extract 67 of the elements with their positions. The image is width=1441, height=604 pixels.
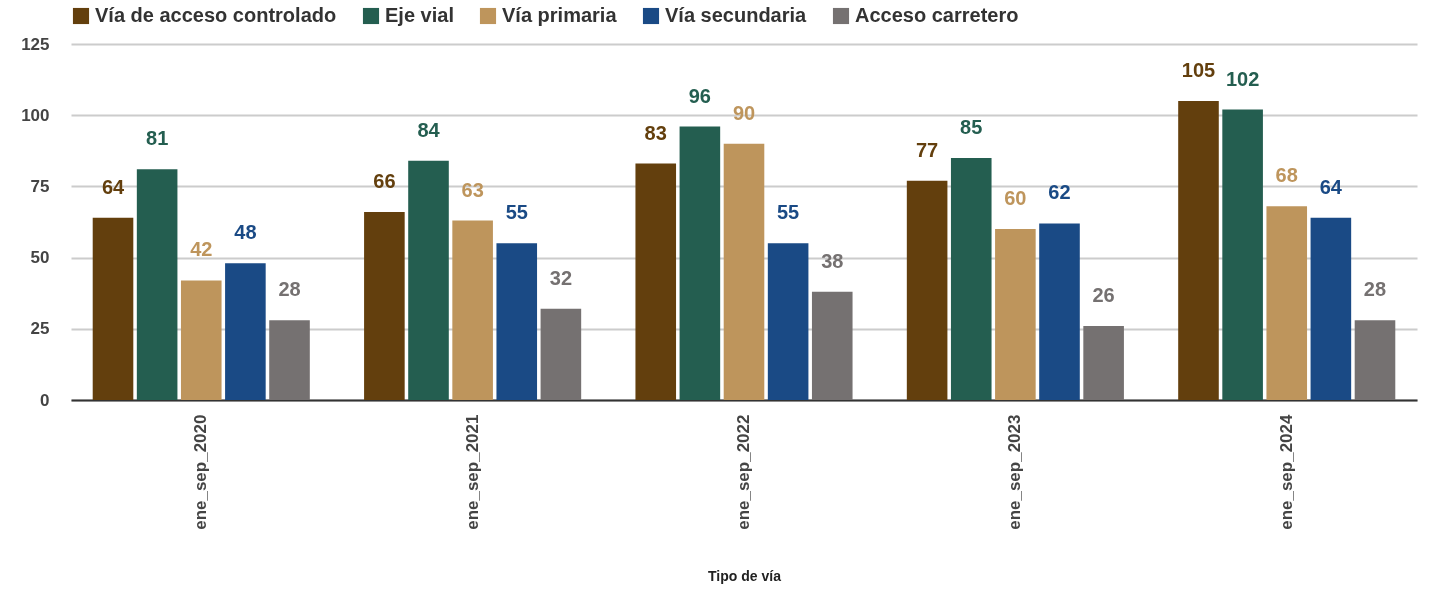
bar bbox=[950, 157, 992, 400]
y-tick-label: 125 bbox=[21, 34, 50, 54]
data-label: 28 bbox=[1363, 278, 1387, 301]
x-tick-label: ene_sep_2022 bbox=[734, 414, 753, 530]
data-label: 60 bbox=[1004, 187, 1027, 210]
y-tick-label: 75 bbox=[30, 176, 50, 196]
data-label: 55 bbox=[505, 201, 528, 224]
data-label: 102 bbox=[1225, 67, 1260, 90]
bar bbox=[1354, 320, 1396, 400]
data-label: 66 bbox=[373, 170, 396, 193]
data-label: 32 bbox=[549, 266, 572, 289]
data-label: 63 bbox=[461, 178, 484, 201]
data-label: 90 bbox=[732, 101, 756, 124]
bar bbox=[496, 243, 538, 400]
data-label: 85 bbox=[960, 115, 983, 138]
bar bbox=[723, 143, 765, 400]
data-label: 42 bbox=[190, 238, 213, 261]
y-tick-label: 100 bbox=[21, 105, 50, 125]
data-label: 62 bbox=[1048, 181, 1071, 204]
data-label: 84 bbox=[417, 118, 441, 141]
bar bbox=[1178, 100, 1219, 400]
bar bbox=[1266, 206, 1308, 400]
legend-label: Vía secundaria bbox=[665, 4, 808, 26]
bar bbox=[452, 220, 493, 400]
data-label: 28 bbox=[278, 278, 301, 301]
legend-label: Vía de acceso controlado bbox=[95, 4, 337, 26]
bar bbox=[811, 291, 853, 400]
data-label: 55 bbox=[777, 201, 800, 224]
data-label: 105 bbox=[1181, 58, 1216, 81]
bar bbox=[906, 180, 948, 400]
data-label: 48 bbox=[234, 221, 257, 244]
data-label: 77 bbox=[916, 138, 939, 161]
x-tick-label: ene_sep_2020 bbox=[191, 414, 211, 530]
x-tick-label: ene_sep_2024 bbox=[1276, 413, 1296, 530]
x-tick-label: ene_sep_2023 bbox=[1005, 414, 1025, 530]
bar bbox=[364, 212, 405, 400]
bar bbox=[1222, 109, 1263, 400]
bar bbox=[225, 263, 266, 400]
bar bbox=[136, 169, 178, 400]
y-tick-label: 50 bbox=[30, 248, 50, 268]
x-axis-title: Tipo de vía bbox=[708, 567, 782, 584]
data-label: 64 bbox=[101, 175, 126, 198]
data-label: 81 bbox=[146, 127, 169, 150]
data-label: 96 bbox=[688, 84, 711, 107]
bar bbox=[269, 320, 310, 400]
data-label: 83 bbox=[644, 121, 667, 144]
bar bbox=[995, 229, 1036, 400]
bar bbox=[180, 280, 222, 400]
legend-label: Acceso carretero bbox=[855, 4, 1019, 26]
bar bbox=[767, 243, 809, 400]
bar bbox=[540, 308, 582, 400]
bar bbox=[1310, 217, 1352, 400]
legend-label: Eje vial bbox=[385, 4, 454, 26]
y-tick-label: 0 bbox=[40, 390, 50, 410]
y-tick-label: 25 bbox=[30, 319, 50, 339]
legend-label: Vía primaria bbox=[502, 4, 618, 26]
bar bbox=[92, 217, 134, 400]
bar bbox=[1083, 325, 1124, 400]
bar bbox=[635, 163, 677, 400]
data-label: 64 bbox=[1319, 175, 1343, 198]
bar bbox=[1039, 223, 1080, 400]
data-label: 68 bbox=[1275, 164, 1298, 187]
bar bbox=[408, 160, 449, 400]
data-label: 26 bbox=[1092, 283, 1115, 306]
bar bbox=[679, 126, 721, 400]
data-label: 38 bbox=[821, 249, 844, 272]
x-tick-label: ene_sep_2021 bbox=[462, 414, 482, 530]
